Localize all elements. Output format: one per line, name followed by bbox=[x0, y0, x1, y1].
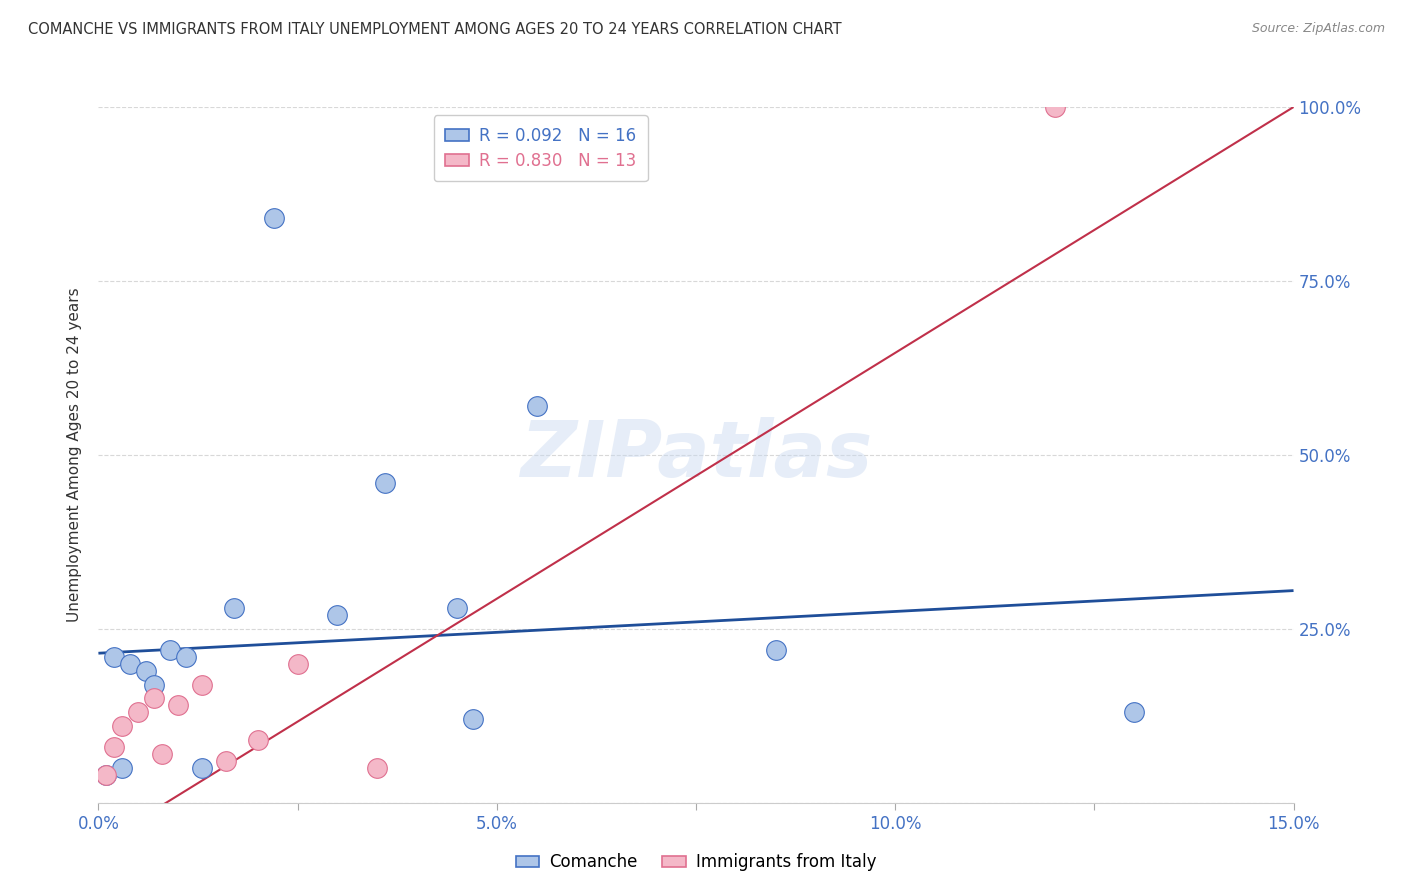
Point bbox=[191, 677, 214, 691]
Point bbox=[103, 740, 125, 755]
Point bbox=[96, 768, 118, 782]
Point bbox=[103, 649, 125, 664]
Text: COMANCHE VS IMMIGRANTS FROM ITALY UNEMPLOYMENT AMONG AGES 20 TO 24 YEARS CORRELA: COMANCHE VS IMMIGRANTS FROM ITALY UNEMPL… bbox=[28, 22, 842, 37]
Point bbox=[366, 761, 388, 775]
Point bbox=[461, 712, 484, 726]
Point bbox=[246, 733, 269, 747]
Text: Source: ZipAtlas.com: Source: ZipAtlas.com bbox=[1251, 22, 1385, 36]
Point bbox=[326, 607, 349, 622]
Point bbox=[143, 691, 166, 706]
Point bbox=[1123, 706, 1146, 720]
Point bbox=[127, 706, 149, 720]
Legend: Comanche, Immigrants from Italy: Comanche, Immigrants from Italy bbox=[509, 847, 883, 878]
Point bbox=[191, 761, 214, 775]
Point bbox=[111, 719, 134, 733]
Point bbox=[1043, 100, 1066, 114]
Point bbox=[150, 747, 173, 761]
Y-axis label: Unemployment Among Ages 20 to 24 years: Unemployment Among Ages 20 to 24 years bbox=[67, 287, 83, 623]
Point bbox=[526, 399, 548, 413]
Point bbox=[167, 698, 190, 713]
Point bbox=[446, 601, 468, 615]
Point bbox=[222, 601, 245, 615]
Point bbox=[287, 657, 309, 671]
Text: ZIPatlas: ZIPatlas bbox=[520, 417, 872, 493]
Point bbox=[135, 664, 157, 678]
Point bbox=[159, 642, 181, 657]
Point bbox=[111, 761, 134, 775]
Point bbox=[174, 649, 197, 664]
Point bbox=[120, 657, 142, 671]
Point bbox=[765, 642, 787, 657]
Point bbox=[96, 768, 118, 782]
Point bbox=[215, 754, 238, 768]
Point bbox=[143, 677, 166, 691]
Point bbox=[374, 475, 396, 490]
Point bbox=[263, 211, 285, 226]
